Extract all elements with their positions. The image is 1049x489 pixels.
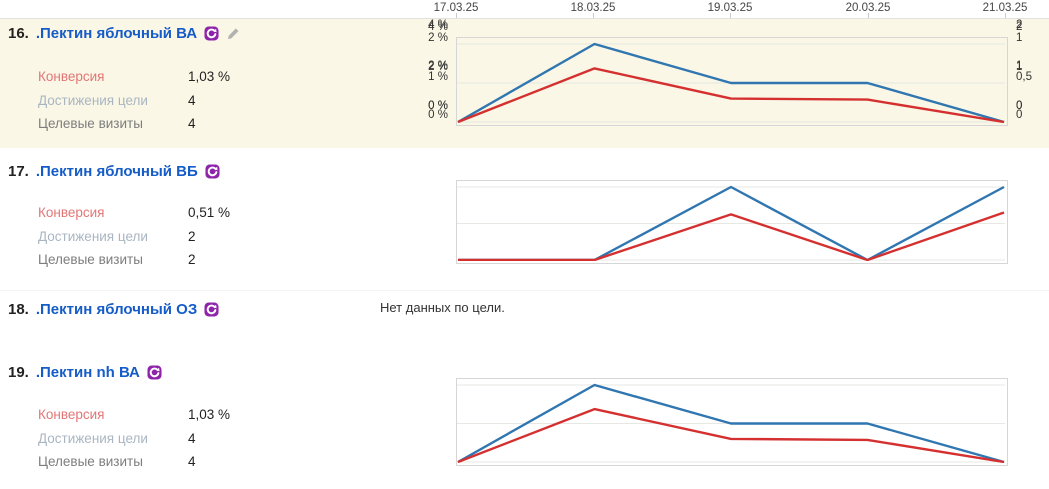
right-axis-ticks: 1 0,5 0 [1016, 31, 1046, 122]
axis-tick [868, 13, 869, 18]
axis-tick-label: 0 [1016, 100, 1023, 112]
goal-visits-value: 2 [188, 252, 196, 268]
conversion-label: Конверсия [38, 69, 105, 85]
goal-title-link[interactable]: .Пектин nh ВА [35, 364, 140, 381]
axis-tick-label: 2 [1016, 21, 1023, 33]
date-axis-label: 21.03.25 [982, 2, 1028, 14]
goal-number: 19. [8, 364, 29, 381]
metric-row-goal-reaches: Достижения цели 4 [38, 427, 368, 451]
axis-tick-label: 1 [1016, 60, 1023, 73]
goal-reaches-value: 4 [188, 430, 196, 446]
metric-row-conversion: Конверсия 0,51 % [38, 201, 368, 225]
conversion-value: 1,03 % [188, 407, 231, 423]
goal-title-link[interactable]: .Пектин яблочный ВБ [35, 163, 198, 180]
metric-row-goal-visits: Целевые визиты 4 [38, 450, 368, 474]
goal-metrics: Конверсия 0,51 % Достижения цели 2 Целев… [38, 201, 368, 272]
left-axis-ticks: 4 % 2 % 0 % [404, 18, 448, 113]
goal-visits-label: Целевые визиты [38, 252, 143, 268]
goal-trend-chart [456, 378, 1008, 466]
axis-tick-label: 2 % [428, 59, 448, 72]
axis-tick-label: 0 % [428, 100, 448, 112]
goal-number: 18. [8, 301, 29, 318]
axis-tick-label: 1 [1016, 32, 1023, 44]
retargeting-goal-icon [204, 302, 219, 317]
goal-visits-value: 4 [188, 116, 196, 132]
conversion-value: 0,51 % [188, 205, 231, 221]
goal-number: 16. [8, 25, 29, 42]
left-axis-ticks: 4 % 2 % 0 % [404, 20, 448, 113]
goal-visits-label: Целевые визиты [38, 116, 143, 132]
goal-row-17: 17. .Пектин яблочный ВБ Конверсия 0,51 %… [0, 148, 1049, 290]
date-axis-label: 19.03.25 [707, 2, 753, 14]
retargeting-goal-icon [205, 164, 220, 179]
right-axis-ticks: 2 1 0 [1016, 20, 1046, 113]
retargeting-goal-icon [204, 26, 219, 41]
goal-trend-chart [456, 180, 1008, 264]
axis-tick-label: 1 [1016, 59, 1023, 72]
metric-row-goal-reaches: Достижения цели 2 [38, 225, 368, 249]
date-axis-label: 18.03.25 [570, 2, 616, 14]
axis-tick-label: 1 % [428, 70, 448, 83]
goal-row-19: 19. .Пектин nh ВА Конверсия 1,03 % Дости… [0, 358, 1049, 489]
goal-visits-value: 4 [188, 454, 196, 470]
axis-tick-label: 2 % [428, 32, 448, 44]
conversion-value: 1,03 % [188, 69, 231, 85]
line-chart-canvas [457, 185, 1005, 261]
retargeting-goal-icon [147, 365, 162, 380]
goal-row-16: 16. .Пектин яблочный ВА Конверсия 1,03 %… [0, 19, 1049, 148]
goal-header: 17. .Пектин яблочный ВБ [8, 163, 220, 180]
axis-tick-label: 2 [1016, 19, 1023, 31]
line-chart-canvas [457, 383, 1005, 463]
axis-tick-label: 0 % [428, 100, 448, 112]
goal-header: 18. .Пектин яблочный ОЗ [8, 301, 219, 318]
metric-row-goal-visits: Целевые визиты 2 [38, 248, 368, 272]
goal-reaches-value: 4 [188, 92, 196, 108]
date-axis: 17.03.25 18.03.25 19.03.25 20.03.25 21.0… [0, 0, 1049, 19]
axis-tick [456, 13, 457, 18]
axis-tick-label: 4 % [428, 19, 448, 31]
metric-row-goal-visits: Целевые визиты 4 [38, 112, 368, 136]
axis-tick-label: 4 % [428, 21, 448, 33]
axis-tick-label: 0 % [428, 109, 448, 121]
date-axis-label: 17.03.25 [433, 2, 479, 14]
axis-tick-label: 0 [1016, 109, 1023, 121]
no-goal-data-message: Нет данных по цели. [380, 300, 505, 315]
goal-title-link[interactable]: .Пектин яблочный ВА [35, 25, 198, 42]
goal-reaches-label: Достижения цели [38, 92, 148, 108]
goal-metrics: Конверсия 1,03 % Достижения цели 4 Целев… [38, 65, 368, 136]
goal-visits-label: Целевые визиты [38, 454, 143, 470]
goal-trend-chart [456, 37, 1008, 126]
axis-tick-label: 2 % [428, 60, 448, 73]
metric-row-conversion: Конверсия 1,03 % [38, 65, 368, 89]
metric-row-goal-reaches: Достижения цели 4 [38, 89, 368, 113]
goal-row-18: 18. .Пектин яблочный ОЗ Нет данных по це… [0, 290, 1049, 359]
metric-row-conversion: Конверсия 1,03 % [38, 403, 368, 427]
conversion-label: Конверсия [38, 205, 105, 221]
date-axis-label: 20.03.25 [845, 2, 891, 14]
goal-metrics: Конверсия 1,03 % Достижения цели 4 Целев… [38, 403, 368, 474]
axis-tick-label: 0 [1016, 100, 1023, 112]
goal-header: 16. .Пектин яблочный ВА [8, 25, 240, 42]
goal-number: 17. [8, 163, 29, 180]
line-chart-canvas [457, 42, 1005, 123]
goal-reaches-value: 2 [188, 228, 196, 244]
goal-reaches-label: Достижения цели [38, 430, 148, 446]
goal-header: 19. .Пектин nh ВА [8, 364, 162, 381]
conversion-label: Конверсия [38, 407, 105, 423]
right-axis-ticks: 2 1 0 [1016, 18, 1046, 113]
axis-tick [593, 13, 594, 18]
edit-goal-icon[interactable] [226, 27, 240, 41]
axis-tick [730, 13, 731, 18]
axis-tick [1005, 13, 1006, 18]
left-axis-ticks: 2 % 1 % 0 % [404, 31, 448, 122]
axis-tick-label: 0,5 [1016, 70, 1032, 83]
goal-title-link[interactable]: .Пектин яблочный ОЗ [35, 301, 198, 318]
goal-reaches-label: Достижения цели [38, 228, 148, 244]
